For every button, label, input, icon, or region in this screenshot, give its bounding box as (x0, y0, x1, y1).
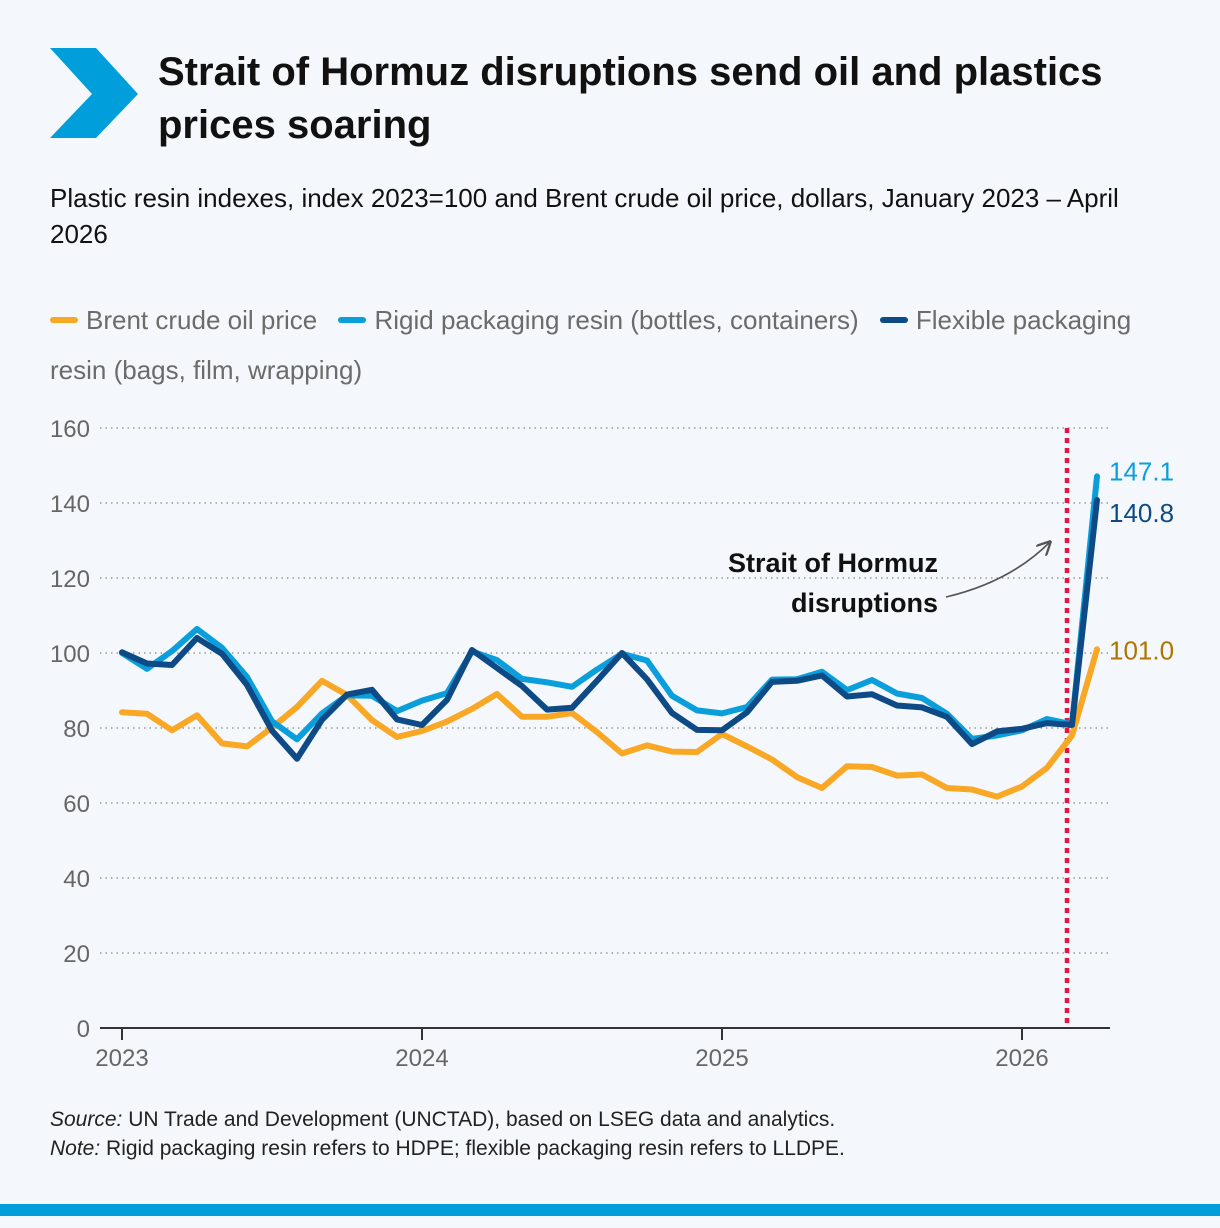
legend-swatch-rigid (338, 317, 367, 324)
end-label-oil: 101.0 (1109, 635, 1174, 665)
note-line: Note: Rigid packaging resin refers to HD… (50, 1134, 1170, 1163)
legend-swatch-oil (50, 317, 78, 324)
y-tick-label: 40 (63, 866, 90, 893)
legend-label-oil: Brent crude oil price (86, 305, 318, 335)
chart-legend: Brent crude oil price Rigid packaging re… (50, 295, 1140, 395)
source-line: Source: UN Trade and Development (UNCTAD… (50, 1105, 1170, 1134)
y-tick-label: 100 (50, 641, 90, 668)
end-label-rigid: 147.1 (1109, 456, 1174, 486)
chart-footer: Source: UN Trade and Development (UNCTAD… (50, 1105, 1170, 1163)
series-line-oil (119, 646, 1100, 800)
x-tick-label: 2026 (995, 1045, 1048, 1072)
page-title: Strait of Hormuz disruptions send oil an… (158, 50, 1103, 147)
annotation-line: disruptions (791, 588, 938, 618)
y-tick-label: 140 (50, 491, 90, 518)
line-chart: 0 20 40 60 80 100 120 140 160 2023 2024 2025 2026 10… (50, 416, 1174, 1072)
annotation-arrow (945, 542, 1050, 598)
chart-subtitle: Plastic resin indexes, index 2023=100 an… (50, 183, 1119, 249)
y-tick-label: 160 (50, 416, 90, 443)
x-tick-label: 2023 (95, 1045, 148, 1072)
note-label: Note: (50, 1137, 101, 1160)
x-tick-label: 2024 (395, 1045, 448, 1072)
legend-label-flexible: Flexible packaging resin (bags, film, wr… (50, 305, 1132, 385)
y-tick-label: 80 (63, 716, 90, 743)
legend-item-flexible: Flexible packaging resin (bags, film, wr… (50, 305, 1131, 385)
note-text: Rigid packaging resin refers to HDPE; fl… (100, 1137, 845, 1160)
legend-label-rigid: Rigid packaging resin (bottles, containe… (374, 305, 859, 335)
source-text: UN Trade and Development (UNCTAD), based… (122, 1108, 836, 1131)
brand-chevron-icon (50, 48, 138, 138)
y-tick-label: 20 (63, 941, 90, 968)
series-line-flexible (119, 497, 1100, 762)
end-label-flexible: 140.8 (1109, 498, 1174, 528)
x-tick-label: 2025 (695, 1045, 748, 1072)
y-tick-label: 60 (63, 791, 90, 818)
y-tick-label: 0 (77, 1016, 90, 1043)
y-tick-label: 120 (50, 566, 90, 593)
legend-swatch-flexible (879, 317, 908, 324)
annotation-line: Strait of Hormuz (728, 548, 938, 578)
source-label: Source: (50, 1108, 123, 1131)
series-line-rigid (119, 473, 1100, 743)
legend-item-rigid: Rigid packaging resin (bottles, containe… (338, 305, 859, 335)
bottom-brand-bar (0, 1204, 1220, 1216)
legend-item-oil: Brent crude oil price (50, 305, 317, 335)
